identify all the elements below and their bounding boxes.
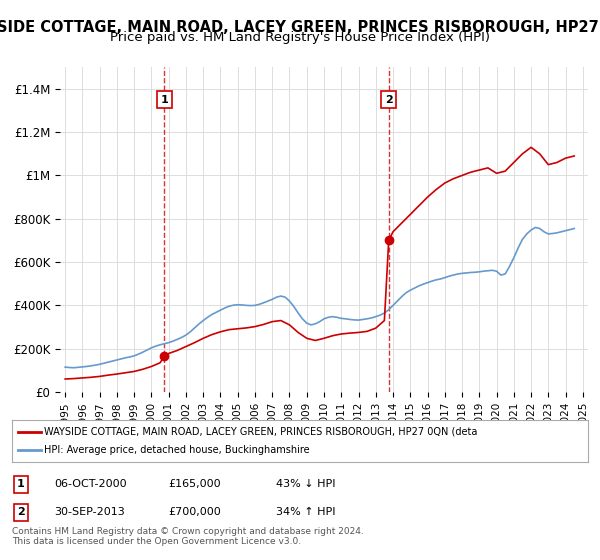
Text: 1: 1 [161, 95, 168, 105]
Text: £700,000: £700,000 [168, 507, 221, 517]
Text: 43% ↓ HPI: 43% ↓ HPI [276, 479, 335, 489]
Text: 34% ↑ HPI: 34% ↑ HPI [276, 507, 335, 517]
Text: HPI: Average price, detached house, Buckinghamshire: HPI: Average price, detached house, Buck… [44, 445, 310, 455]
Text: Price paid vs. HM Land Registry's House Price Index (HPI): Price paid vs. HM Land Registry's House … [110, 31, 490, 44]
Text: 06-OCT-2000: 06-OCT-2000 [54, 479, 127, 489]
Text: 2: 2 [385, 95, 392, 105]
Text: £165,000: £165,000 [168, 479, 221, 489]
Text: WAYSIDE COTTAGE, MAIN ROAD, LACEY GREEN, PRINCES RISBOROUGH, HP27 0QN: WAYSIDE COTTAGE, MAIN ROAD, LACEY GREEN,… [0, 20, 600, 35]
Text: 1: 1 [17, 479, 25, 489]
Text: 2: 2 [17, 507, 25, 517]
Text: 30-SEP-2013: 30-SEP-2013 [54, 507, 125, 517]
Text: WAYSIDE COTTAGE, MAIN ROAD, LACEY GREEN, PRINCES RISBOROUGH, HP27 0QN (deta: WAYSIDE COTTAGE, MAIN ROAD, LACEY GREEN,… [44, 427, 477, 437]
Text: Contains HM Land Registry data © Crown copyright and database right 2024.
This d: Contains HM Land Registry data © Crown c… [12, 526, 364, 546]
